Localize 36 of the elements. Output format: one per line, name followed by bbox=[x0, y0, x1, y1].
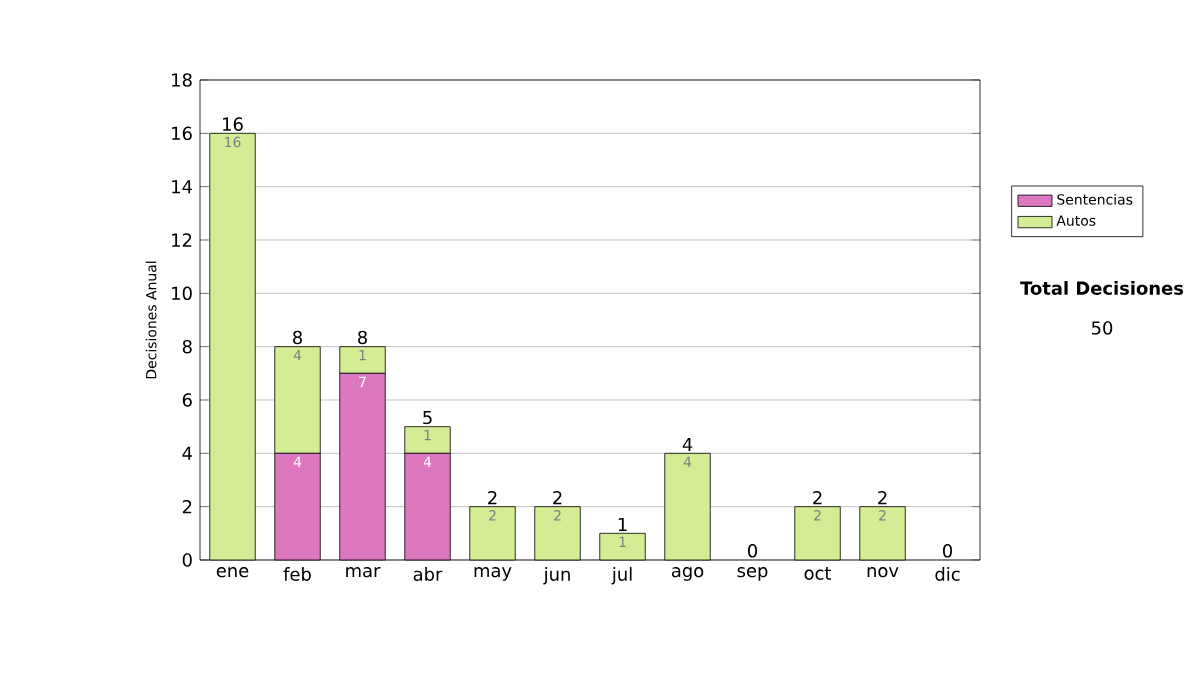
total-label: 0 bbox=[943, 544, 953, 558]
total-label: 1 bbox=[618, 517, 627, 531]
y-tick-label: 0 bbox=[182, 553, 192, 567]
total-label: 5 bbox=[423, 410, 432, 425]
y-tick-label: 16 bbox=[172, 126, 192, 141]
total-label: 2 bbox=[488, 490, 497, 505]
x-tick-label: may bbox=[474, 567, 512, 581]
total-label: 2 bbox=[553, 490, 562, 505]
text: 50 bbox=[1091, 321, 1113, 335]
x-tick-label: jun bbox=[543, 567, 570, 585]
y-tick-label: 10 bbox=[172, 286, 192, 301]
y-tick-label: 4 bbox=[182, 446, 192, 460]
total-label: 0 bbox=[748, 544, 758, 558]
total-label: 2 bbox=[813, 490, 822, 505]
total-label: 2 bbox=[878, 490, 887, 505]
x-tick-label: ago bbox=[671, 567, 704, 581]
x-tick-label: jul bbox=[611, 567, 632, 585]
y-tick-label: 8 bbox=[182, 339, 192, 354]
y-tick-label: 18 bbox=[172, 73, 192, 87]
x-tick-label: sep bbox=[737, 567, 768, 581]
total-label: 4 bbox=[682, 437, 693, 451]
x-tick-label: abr bbox=[413, 567, 443, 581]
y-tick-label: 6 bbox=[182, 393, 192, 407]
total-label: 8 bbox=[293, 330, 302, 345]
y-tick-label: 14 bbox=[172, 180, 192, 194]
y-tick-label: 12 bbox=[172, 233, 192, 247]
x-tick-label: ene bbox=[216, 567, 249, 578]
x-tick-label: oct bbox=[804, 567, 832, 580]
text: Total Decisiones bbox=[1020, 281, 1184, 295]
x-tick-label: dic bbox=[935, 567, 960, 581]
total-label: 8 bbox=[358, 330, 367, 345]
x-tick-label: feb bbox=[283, 567, 311, 581]
x-tick-label: mar bbox=[346, 567, 381, 578]
x-tick-label: nov bbox=[867, 567, 899, 578]
total-label: 16 bbox=[223, 117, 243, 131]
y-tick-label: 2 bbox=[182, 500, 192, 514]
